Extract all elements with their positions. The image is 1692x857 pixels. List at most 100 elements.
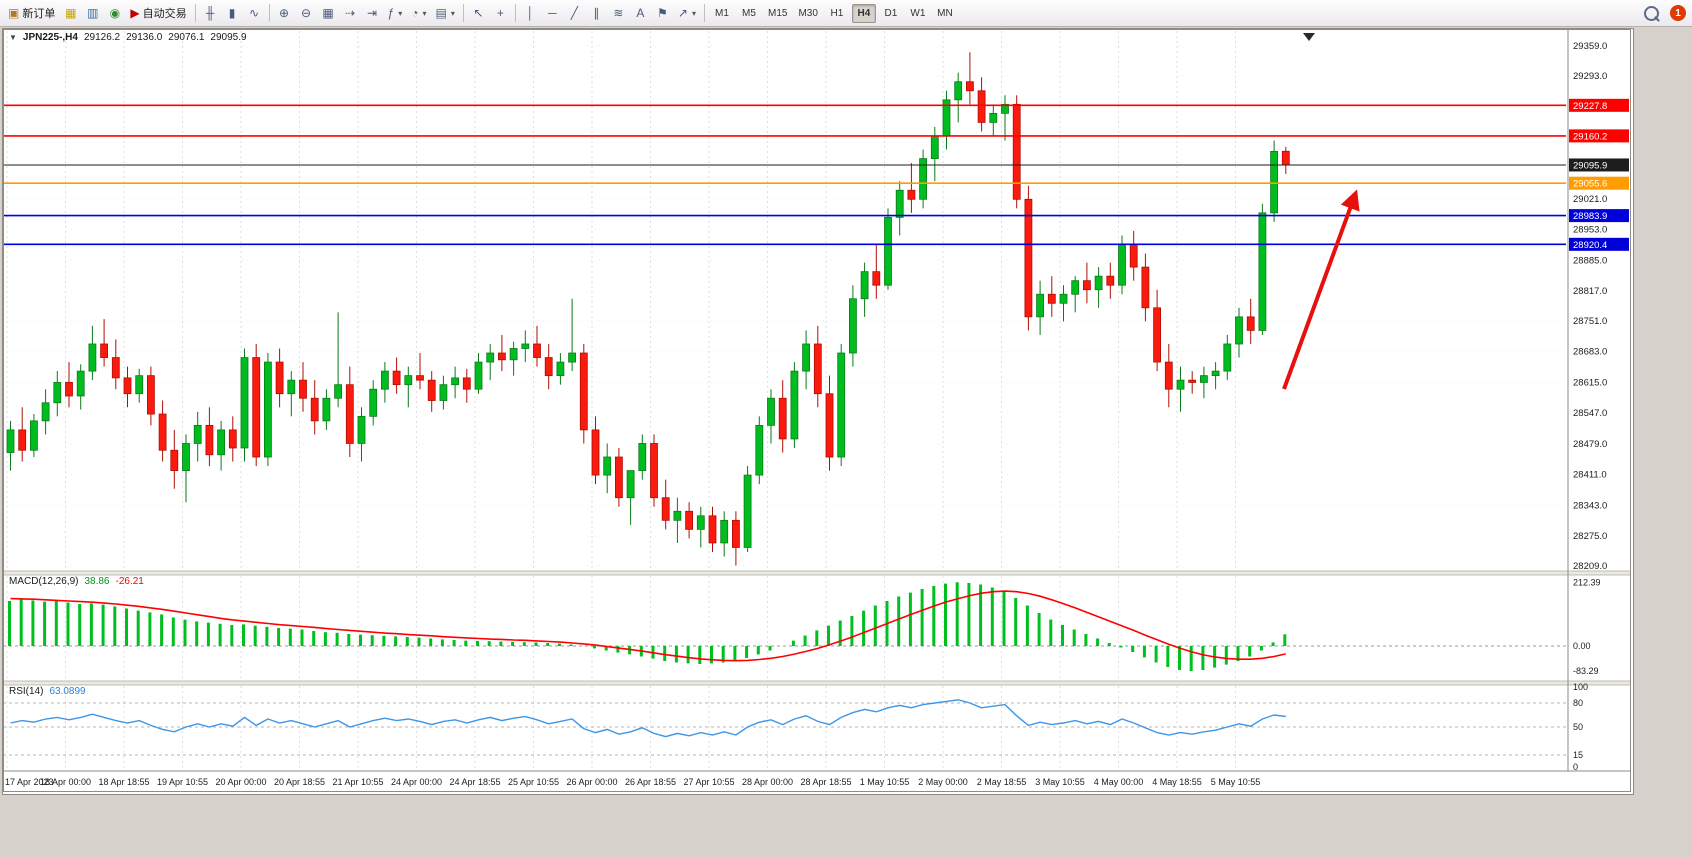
candle bbox=[568, 298, 576, 372]
text-button[interactable]: A bbox=[630, 3, 651, 24]
price-axis[interactable]: 29359.0 29293.0 29021.0 28953.0 28885.0 28817… bbox=[1567, 29, 1629, 772]
price-badge-29055.6: 29055.6 bbox=[1569, 176, 1629, 190]
templates-button[interactable]: ▤ ▾ bbox=[432, 3, 459, 24]
indicators-button[interactable]: ƒ ▾ bbox=[384, 3, 407, 24]
rsi-axis-label: 100 bbox=[1573, 682, 1588, 692]
price-badge-28983.9: 28983.9 bbox=[1569, 209, 1629, 223]
vertical-line-icon: │ bbox=[526, 6, 535, 20]
channel-button[interactable]: ∥ bbox=[586, 3, 607, 24]
price-tick-label: 28615.0 bbox=[1573, 377, 1607, 388]
arrows-button[interactable]: ↗ ▾ bbox=[674, 3, 700, 24]
candle bbox=[556, 353, 565, 385]
candle bbox=[696, 506, 705, 548]
toolbar-separator bbox=[194, 4, 196, 22]
chart-shift-marker-icon[interactable] bbox=[1303, 33, 1315, 41]
trendline-button[interactable]: ╱ bbox=[564, 3, 585, 24]
trend-arrow[interactable] bbox=[1282, 189, 1360, 390]
price-badge-29227.8: 29227.8 bbox=[1569, 98, 1629, 112]
candle bbox=[439, 375, 448, 410]
label-button[interactable]: ⚑ bbox=[652, 3, 673, 24]
panel-separator[interactable] bbox=[3, 680, 1631, 686]
candle bbox=[615, 447, 623, 507]
label-icon: ⚑ bbox=[657, 6, 668, 20]
line-chart-button[interactable]: ∿ bbox=[244, 3, 265, 24]
time-tick-label: 24 Apr 18:55 bbox=[449, 777, 500, 787]
candle bbox=[825, 375, 834, 471]
macd-axis-label: 0.00 bbox=[1573, 641, 1591, 651]
candle bbox=[263, 353, 272, 467]
price-tick-label: 28547.0 bbox=[1573, 408, 1607, 419]
price-tick-label: 28885.0 bbox=[1573, 255, 1607, 266]
price-tick-label: 28751.0 bbox=[1573, 316, 1607, 327]
new-order-button[interactable]: ▣ 新订单 bbox=[4, 3, 59, 24]
data-window-button[interactable]: ▥ bbox=[82, 3, 103, 24]
timeframe-h4-button[interactable]: H4 bbox=[851, 3, 876, 23]
candle bbox=[404, 366, 413, 408]
price-tick-label: 28343.0 bbox=[1573, 500, 1607, 511]
chart-menu-icon[interactable]: ▼ bbox=[9, 33, 17, 42]
timeframe-w1-button[interactable]: W1 bbox=[906, 4, 930, 23]
candle bbox=[837, 343, 846, 467]
timeframe-m1-button[interactable]: M1 bbox=[710, 4, 734, 23]
chart-shift-button[interactable]: ⇥ bbox=[362, 3, 383, 24]
timeframe-h1-button[interactable]: H1 bbox=[825, 4, 849, 23]
rsi-axis-label: 15 bbox=[1573, 750, 1583, 760]
market-watch-button[interactable]: ▦ bbox=[60, 3, 81, 24]
dropdown-caret-icon: ▾ bbox=[422, 8, 427, 18]
panel-separator[interactable] bbox=[3, 570, 1631, 576]
chart-shift-icon: ⇥ bbox=[367, 6, 378, 20]
chart-window: 29359.0 29293.0 29021.0 28953.0 28885.0 28817… bbox=[2, 28, 1634, 795]
price-tick-label: 28275.0 bbox=[1573, 531, 1607, 542]
bar-chart-icon: ╫ bbox=[205, 6, 215, 20]
time-tick-label: 3 May 10:55 bbox=[1035, 777, 1085, 787]
timeframe-d1-button[interactable]: D1 bbox=[879, 4, 903, 23]
candle bbox=[486, 343, 495, 381]
timeframe-m15-button[interactable]: M15 bbox=[764, 4, 791, 23]
timeframe-m5-button[interactable]: M5 bbox=[737, 4, 761, 23]
candlestick-chart-button[interactable]: ▮ bbox=[222, 3, 243, 24]
notification-badge[interactable]: 1 bbox=[1670, 5, 1686, 21]
macd-axis-label: -83.29 bbox=[1573, 666, 1599, 676]
price-tick-label: 28479.0 bbox=[1573, 439, 1607, 450]
candle bbox=[497, 334, 506, 372]
auto-scroll-button[interactable]: ⇢ bbox=[340, 3, 361, 24]
dropdown-caret-icon: ▾ bbox=[450, 8, 455, 18]
zoom-in-button[interactable]: ⊕ bbox=[274, 3, 295, 24]
timeframe-mn-button[interactable]: MN bbox=[933, 4, 957, 23]
vertical-line-button[interactable]: │ bbox=[520, 3, 541, 24]
candle bbox=[240, 348, 249, 462]
crosshair-button[interactable]: + bbox=[490, 3, 511, 24]
bar-chart-button[interactable]: ╫ bbox=[200, 3, 221, 24]
fibonacci-button[interactable]: ≋ bbox=[608, 3, 629, 24]
auto-trading-button[interactable]: ▶ 自动交易 bbox=[126, 3, 190, 24]
candle bbox=[287, 371, 296, 417]
tile-windows-button[interactable]: ▦ bbox=[318, 3, 339, 24]
rsi-line bbox=[10, 699, 1286, 738]
candle bbox=[767, 389, 775, 444]
candle bbox=[53, 371, 62, 417]
time-tick-label: 2 May 00:00 bbox=[918, 777, 968, 787]
candle bbox=[1001, 95, 1009, 141]
horizontal-line-button[interactable]: ─ bbox=[542, 3, 563, 24]
candle bbox=[1036, 280, 1044, 335]
price-tick-label: 29293.0 bbox=[1573, 71, 1607, 82]
periods-button[interactable]: ◔ ▾ bbox=[407, 3, 430, 24]
candle bbox=[1258, 203, 1267, 335]
chart-canvas[interactable]: 29359.0 29293.0 29021.0 28953.0 28885.0 28817… bbox=[3, 29, 1631, 792]
timeframe-m30-button[interactable]: M30 bbox=[794, 4, 821, 23]
line-chart-icon: ∿ bbox=[249, 6, 260, 20]
candle bbox=[895, 181, 904, 236]
candle bbox=[41, 389, 50, 435]
candle bbox=[275, 348, 284, 408]
zoom-out-button[interactable]: ⊖ bbox=[296, 3, 317, 24]
horizontal-level-lines[interactable] bbox=[3, 104, 1566, 246]
candle bbox=[158, 400, 167, 462]
svg-text:28983.9: 28983.9 bbox=[1573, 211, 1607, 222]
candle bbox=[369, 380, 378, 426]
cursor-button[interactable]: ↖ bbox=[468, 3, 489, 24]
time-tick-label: 4 May 00:00 bbox=[1094, 777, 1144, 787]
candle bbox=[29, 414, 38, 458]
navigator-button[interactable]: ◉ bbox=[104, 3, 125, 24]
search-button[interactable] bbox=[1640, 3, 1669, 24]
